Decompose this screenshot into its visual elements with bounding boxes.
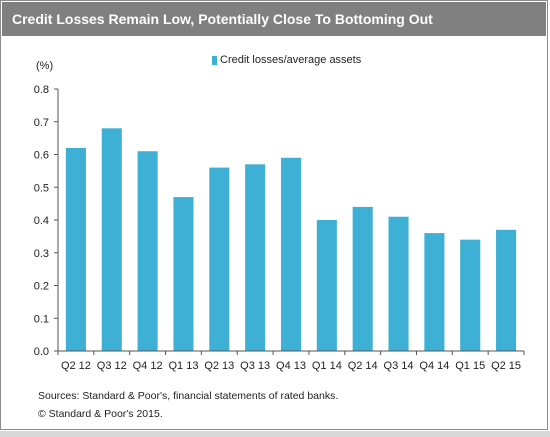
bar [65, 147, 86, 351]
x-tick-label: Q4 14 [419, 360, 449, 372]
y-tick-label: 0.3 [34, 248, 49, 260]
bar [245, 164, 266, 351]
y-tick-label: 0.1 [34, 313, 49, 325]
bar [137, 151, 158, 351]
chart-title: Credit Losses Remain Low, Potentially Cl… [2, 2, 546, 36]
y-tick-label: 0.5 [34, 182, 49, 194]
bar [209, 167, 230, 351]
sources-note: Sources: Standard & Poor's, financial st… [38, 390, 339, 402]
x-tick-label: Q4 13 [276, 360, 306, 372]
y-tick-label: 0.0 [34, 346, 49, 358]
x-tick-label: Q1 14 [312, 360, 342, 372]
bar [388, 216, 409, 351]
x-tick-label: Q1 15 [455, 360, 485, 372]
bar [352, 206, 373, 351]
x-tick-label: Q4 12 [133, 360, 163, 372]
y-tick-label: 0.2 [34, 281, 49, 293]
bar [280, 157, 302, 351]
x-tick-label: Q3 14 [384, 360, 414, 372]
x-tick-label: Q2 13 [204, 360, 234, 372]
x-tick-label: Q2 15 [491, 360, 521, 372]
y-tick-label: 0.7 [34, 117, 49, 129]
bar [101, 128, 122, 351]
bar [496, 229, 517, 351]
x-tick-label: Q2 12 [61, 360, 91, 372]
y-tick-label: 0.6 [34, 150, 49, 162]
window-bottom-strip [0, 431, 550, 437]
x-tick-label: Q1 13 [168, 360, 198, 372]
y-tick-label: 0.8 [34, 84, 49, 96]
bar [424, 233, 445, 351]
y-tick-label: 0.4 [34, 215, 49, 227]
copyright-note: © Standard & Poor's 2015. [38, 408, 163, 420]
bar [316, 220, 337, 351]
legend: Credit losses/average assets [212, 53, 361, 67]
bar [460, 239, 481, 351]
y-axis-unit-label: (%) [36, 60, 54, 72]
x-tick-label: Q2 14 [348, 360, 378, 372]
x-tick-label: Q3 13 [240, 360, 270, 372]
x-tick-label: Q3 12 [97, 360, 127, 372]
legend-swatch [212, 55, 217, 65]
legend-label: Credit losses/average assets [220, 54, 362, 66]
bar [173, 197, 194, 351]
